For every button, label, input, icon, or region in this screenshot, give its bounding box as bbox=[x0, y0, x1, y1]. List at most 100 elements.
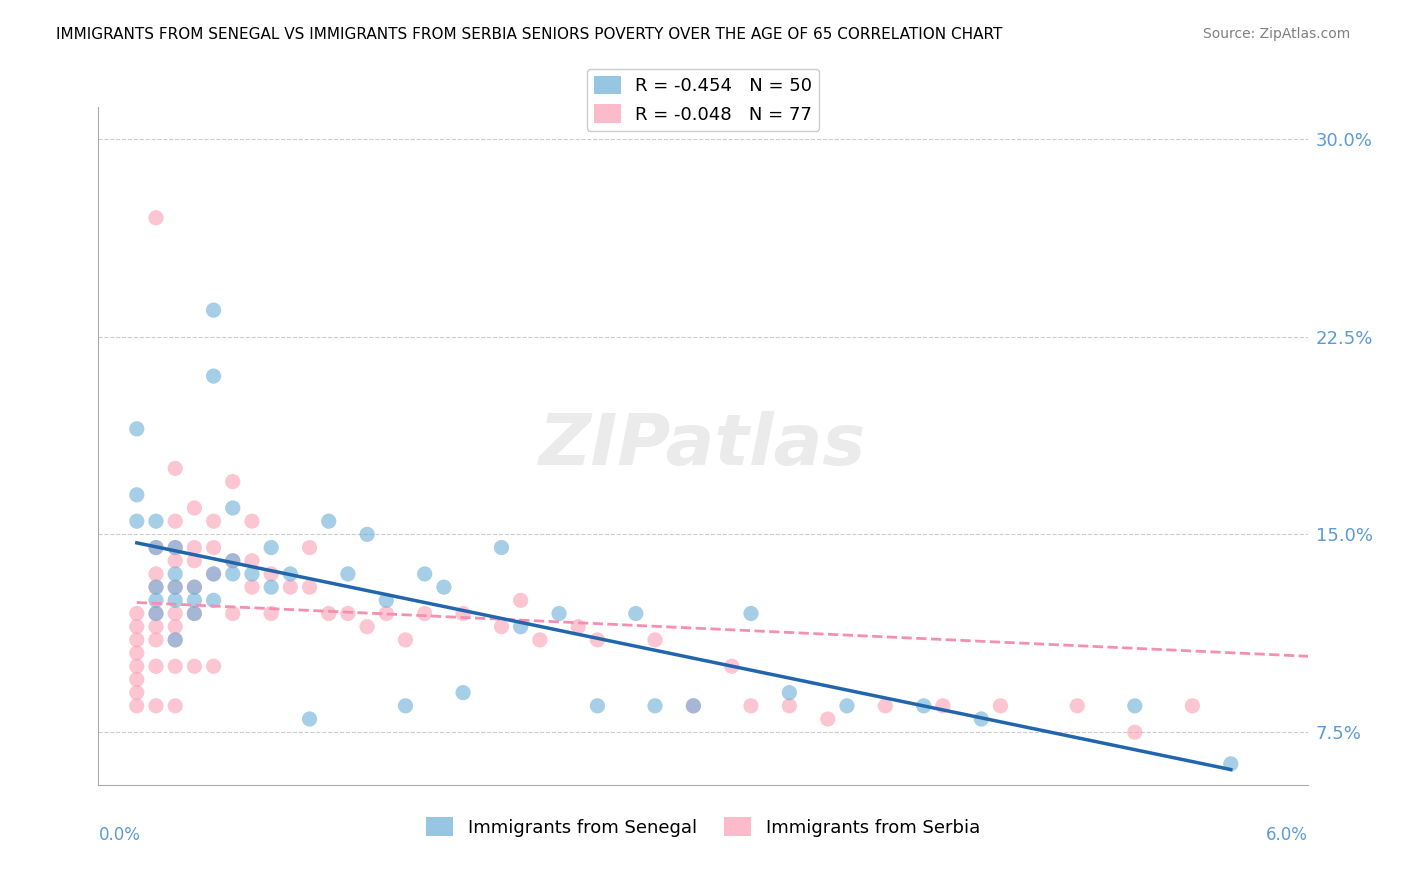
Immigrants from Senegal bbox=[970, 712, 993, 726]
Immigrants from Serbia bbox=[1181, 698, 1204, 713]
Immigrants from Senegal bbox=[491, 541, 513, 555]
Immigrants from Senegal bbox=[682, 698, 704, 713]
Immigrants from Serbia bbox=[356, 620, 378, 634]
Immigrants from Senegal bbox=[778, 685, 800, 699]
Immigrants from Serbia bbox=[165, 659, 187, 673]
Immigrants from Serbia bbox=[183, 659, 205, 673]
Immigrants from Serbia bbox=[145, 620, 167, 634]
Immigrants from Serbia bbox=[778, 698, 800, 713]
Immigrants from Serbia bbox=[1066, 698, 1088, 713]
Immigrants from Senegal bbox=[451, 685, 474, 699]
Immigrants from Serbia bbox=[644, 632, 666, 647]
Immigrants from Serbia bbox=[183, 607, 205, 621]
Immigrants from Serbia bbox=[125, 620, 148, 634]
Immigrants from Senegal bbox=[202, 369, 225, 384]
Immigrants from Serbia bbox=[720, 659, 742, 673]
Immigrants from Serbia bbox=[202, 514, 225, 528]
Text: Source: ZipAtlas.com: Source: ZipAtlas.com bbox=[1202, 27, 1350, 41]
Immigrants from Senegal bbox=[240, 566, 263, 581]
Immigrants from Serbia bbox=[875, 698, 897, 713]
Immigrants from Senegal bbox=[222, 566, 245, 581]
Immigrants from Senegal bbox=[125, 514, 148, 528]
Immigrants from Serbia bbox=[145, 211, 167, 225]
Immigrants from Serbia bbox=[240, 580, 263, 594]
Immigrants from Serbia bbox=[165, 461, 187, 475]
Immigrants from Serbia bbox=[145, 566, 167, 581]
Immigrants from Serbia bbox=[260, 607, 283, 621]
Immigrants from Senegal bbox=[1219, 756, 1241, 771]
Immigrants from Serbia bbox=[183, 500, 205, 515]
Immigrants from Senegal bbox=[165, 593, 187, 607]
Immigrants from Serbia bbox=[491, 620, 513, 634]
Immigrants from Senegal bbox=[433, 580, 456, 594]
Immigrants from Senegal bbox=[1123, 698, 1146, 713]
Text: 0.0%: 0.0% bbox=[98, 826, 141, 844]
Immigrants from Senegal bbox=[165, 632, 187, 647]
Immigrants from Serbia bbox=[145, 659, 167, 673]
Immigrants from Senegal bbox=[125, 488, 148, 502]
Immigrants from Serbia bbox=[240, 514, 263, 528]
Text: 6.0%: 6.0% bbox=[1265, 826, 1308, 844]
Immigrants from Serbia bbox=[222, 607, 245, 621]
Immigrants from Senegal bbox=[202, 593, 225, 607]
Immigrants from Serbia bbox=[145, 607, 167, 621]
Immigrants from Serbia bbox=[451, 607, 474, 621]
Immigrants from Serbia bbox=[125, 632, 148, 647]
Immigrants from Serbia bbox=[202, 541, 225, 555]
Immigrants from Serbia bbox=[817, 712, 839, 726]
Immigrants from Serbia bbox=[125, 659, 148, 673]
Immigrants from Senegal bbox=[222, 500, 245, 515]
Immigrants from Senegal bbox=[222, 554, 245, 568]
Immigrants from Senegal bbox=[644, 698, 666, 713]
Immigrants from Serbia bbox=[318, 607, 340, 621]
Immigrants from Senegal bbox=[336, 566, 359, 581]
Immigrants from Serbia bbox=[240, 554, 263, 568]
Immigrants from Serbia bbox=[1123, 725, 1146, 739]
Immigrants from Senegal bbox=[145, 541, 167, 555]
Immigrants from Serbia bbox=[165, 632, 187, 647]
Immigrants from Serbia bbox=[165, 541, 187, 555]
Immigrants from Serbia bbox=[125, 646, 148, 660]
Immigrants from Serbia bbox=[932, 698, 955, 713]
Immigrants from Serbia bbox=[165, 620, 187, 634]
Immigrants from Serbia bbox=[145, 580, 167, 594]
Immigrants from Senegal bbox=[548, 607, 571, 621]
Immigrants from Senegal bbox=[125, 422, 148, 436]
Immigrants from Serbia bbox=[165, 514, 187, 528]
Immigrants from Serbia bbox=[298, 541, 321, 555]
Immigrants from Serbia bbox=[183, 580, 205, 594]
Immigrants from Serbia bbox=[165, 554, 187, 568]
Immigrants from Senegal bbox=[183, 580, 205, 594]
Immigrants from Senegal bbox=[202, 566, 225, 581]
Immigrants from Senegal bbox=[165, 566, 187, 581]
Immigrants from Serbia bbox=[740, 698, 762, 713]
Immigrants from Senegal bbox=[145, 593, 167, 607]
Immigrants from Serbia bbox=[125, 698, 148, 713]
Immigrants from Serbia bbox=[202, 659, 225, 673]
Immigrants from Serbia bbox=[509, 593, 531, 607]
Immigrants from Serbia bbox=[183, 541, 205, 555]
Immigrants from Serbia bbox=[280, 580, 302, 594]
Immigrants from Senegal bbox=[318, 514, 340, 528]
Immigrants from Serbia bbox=[165, 698, 187, 713]
Text: ZIPatlas: ZIPatlas bbox=[540, 411, 866, 481]
Immigrants from Senegal bbox=[912, 698, 935, 713]
Immigrants from Serbia bbox=[586, 632, 609, 647]
Immigrants from Serbia bbox=[375, 607, 398, 621]
Immigrants from Senegal bbox=[183, 593, 205, 607]
Immigrants from Serbia bbox=[145, 698, 167, 713]
Immigrants from Serbia bbox=[529, 632, 551, 647]
Immigrants from Senegal bbox=[298, 712, 321, 726]
Immigrants from Senegal bbox=[586, 698, 609, 713]
Immigrants from Serbia bbox=[202, 566, 225, 581]
Text: IMMIGRANTS FROM SENEGAL VS IMMIGRANTS FROM SERBIA SENIORS POVERTY OVER THE AGE O: IMMIGRANTS FROM SENEGAL VS IMMIGRANTS FR… bbox=[56, 27, 1002, 42]
Immigrants from Senegal bbox=[183, 607, 205, 621]
Immigrants from Senegal bbox=[145, 580, 167, 594]
Immigrants from Senegal bbox=[394, 698, 416, 713]
Immigrants from Senegal bbox=[202, 303, 225, 318]
Immigrants from Senegal bbox=[280, 566, 302, 581]
Immigrants from Serbia bbox=[125, 673, 148, 687]
Immigrants from Serbia bbox=[145, 541, 167, 555]
Immigrants from Senegal bbox=[509, 620, 531, 634]
Immigrants from Senegal bbox=[260, 541, 283, 555]
